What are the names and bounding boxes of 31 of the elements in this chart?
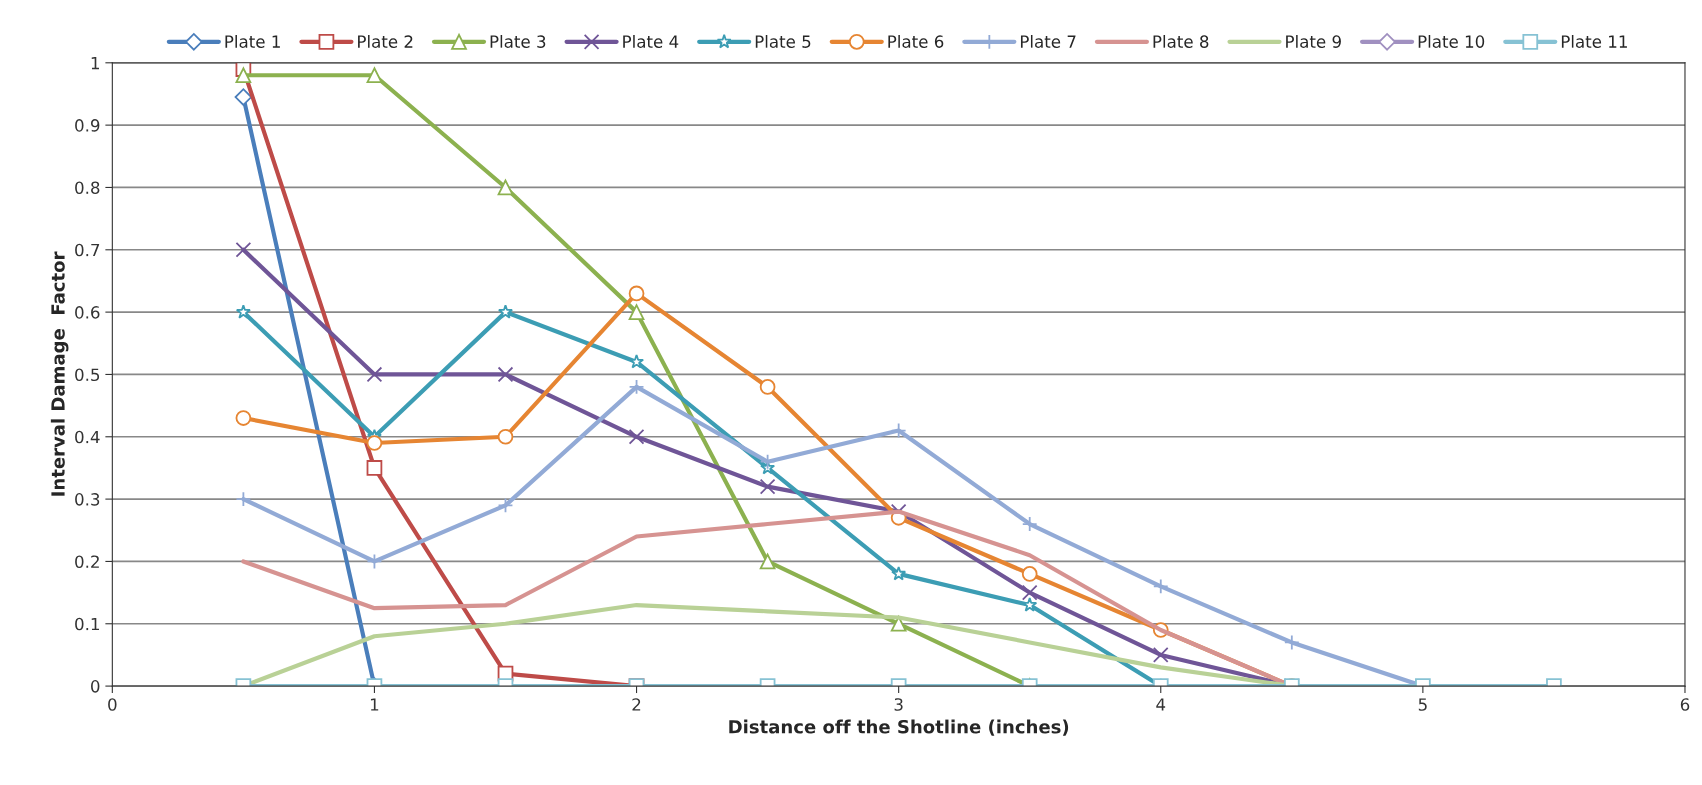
y-tick-label: 0 bbox=[91, 680, 100, 693]
legend-label: Plate 7 bbox=[1020, 35, 1076, 48]
y-axis-title: Interval Damage Factor bbox=[50, 251, 69, 496]
legend-label: Plate 9 bbox=[1286, 35, 1341, 48]
y-tick-label: 0.1 bbox=[75, 617, 99, 631]
y-tick-label: 0.6 bbox=[75, 306, 100, 319]
y-tick-label: 0.4 bbox=[75, 430, 100, 444]
x-tick-label: 5 bbox=[1418, 698, 1427, 711]
x-tick-label: 1 bbox=[370, 698, 379, 711]
x-tick-label: 6 bbox=[1680, 698, 1690, 711]
x-tick-label: 4 bbox=[1156, 698, 1166, 711]
y-tick-label: 0.5 bbox=[75, 368, 100, 382]
y-tick-label: 0.8 bbox=[75, 181, 100, 195]
legend-label: Plate 2 bbox=[358, 35, 413, 48]
y-tick-label: 1 bbox=[91, 56, 99, 70]
x-tick-label: 2 bbox=[632, 698, 641, 711]
legend-label: Plate 11 bbox=[1561, 35, 1627, 48]
legend-label: Plate 8 bbox=[1153, 35, 1209, 48]
x-tick-label: 3 bbox=[894, 698, 903, 711]
x-axis-title: Distance off the Shotline (inches) bbox=[729, 719, 1069, 736]
y-tick-label: 0.9 bbox=[75, 119, 100, 132]
legend-label: Plate 1 bbox=[225, 35, 280, 48]
legend-label: Plate 5 bbox=[755, 35, 811, 48]
y-tick-label: 0.3 bbox=[75, 493, 100, 506]
legend-label: Plate 3 bbox=[490, 35, 546, 48]
legend-label: Plate 10 bbox=[1418, 35, 1485, 48]
legend-label: Plate 6 bbox=[888, 35, 944, 48]
x-tick-label: 0 bbox=[108, 698, 117, 711]
legend-label: Plate 4 bbox=[623, 35, 679, 48]
y-tick-label: 0.2 bbox=[75, 555, 99, 568]
y-tick-label: 0.7 bbox=[75, 243, 100, 257]
